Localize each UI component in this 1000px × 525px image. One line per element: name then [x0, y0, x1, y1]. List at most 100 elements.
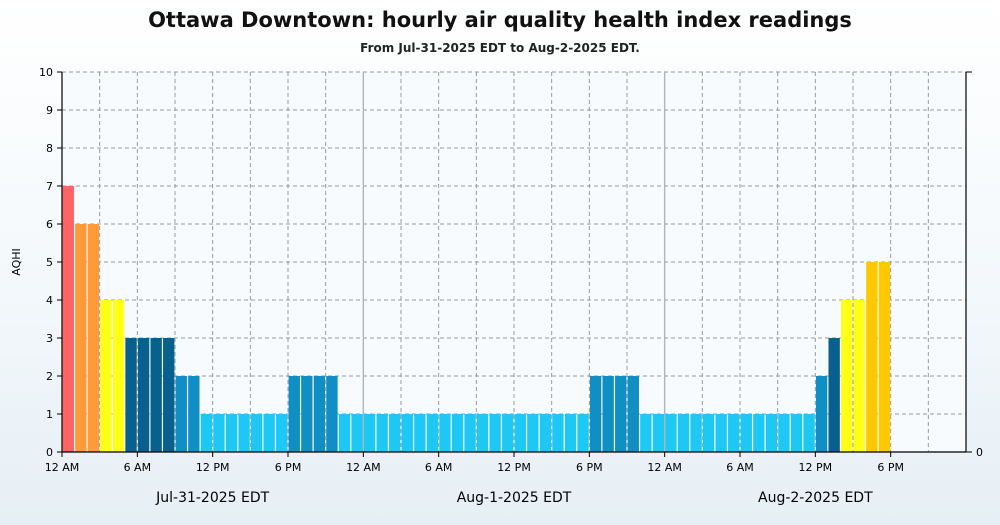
aqhi-bar	[213, 414, 225, 452]
aqhi-bar	[112, 300, 125, 452]
aqhi-bar	[702, 414, 715, 452]
aqhi-bar	[288, 376, 300, 452]
x-tick-label: 12 PM	[799, 461, 833, 474]
aqhi-bar	[301, 376, 313, 452]
x-tick-label: 6 PM	[877, 461, 904, 474]
aqhi-bar	[75, 224, 87, 452]
aqhi-bar	[564, 414, 577, 452]
aqhi-bar	[426, 414, 439, 452]
aqhi-bar	[326, 376, 338, 452]
bars	[62, 186, 891, 452]
x-tick-label: 6 AM	[124, 461, 152, 474]
aqhi-bar	[815, 376, 828, 452]
axes	[57, 71, 972, 457]
aqhi-bar	[100, 300, 112, 452]
aqhi-bar	[338, 414, 351, 452]
aqhi-bar	[677, 414, 690, 452]
aqhi-bar	[313, 376, 326, 452]
aqhi-bar	[376, 414, 388, 452]
aqhi-bar	[539, 414, 552, 452]
aqhi-bar	[401, 414, 413, 452]
aqhi-bar	[552, 414, 564, 452]
aqhi-bar	[640, 414, 652, 452]
x-tick-label: 6 PM	[275, 461, 302, 474]
x-tick-label: 12 PM	[497, 461, 531, 474]
aqhi-bar	[489, 414, 501, 452]
x-tick-label: 12 AM	[45, 461, 80, 474]
aqhi-bar	[690, 414, 702, 452]
aqhi-bar	[615, 376, 627, 452]
aqhi-bar	[163, 338, 175, 452]
aqhi-bar	[188, 376, 200, 452]
aqhi-bar	[137, 338, 150, 452]
aqhi-bar	[439, 414, 451, 452]
aqhi-bar	[175, 376, 187, 452]
x-tick-label: 12 AM	[647, 461, 682, 474]
aqhi-bar	[715, 414, 727, 452]
aqhi-bar	[728, 414, 740, 452]
aqhi-bar	[502, 414, 514, 452]
chart-subtitle: From Jul-31-2025 EDT to Aug-2-2025 EDT.	[360, 41, 640, 55]
y-tick-label: 1	[46, 408, 53, 421]
x-tick-label: 12 AM	[346, 461, 381, 474]
aqhi-bar	[853, 300, 865, 452]
aqhi-bar	[250, 414, 263, 452]
x-tick-label: 12 PM	[196, 461, 230, 474]
aqhi-bar	[464, 414, 476, 452]
aqhi-bar	[778, 414, 790, 452]
aqhi-bar	[351, 414, 363, 452]
aqhi-bar	[363, 414, 376, 452]
aqhi-bar	[125, 338, 137, 452]
date-label: Aug-1-2025 EDT	[457, 490, 572, 506]
aqhi-bar	[753, 414, 765, 452]
y-tick-label: 9	[46, 104, 53, 117]
y-tick-label: 8	[46, 142, 53, 155]
aqhi-bar	[878, 262, 891, 452]
aqhi-bar	[652, 414, 665, 452]
x-tick-label: 6 AM	[425, 461, 453, 474]
y-tick-label: 0	[46, 446, 53, 459]
date-label: Aug-2-2025 EDT	[758, 490, 873, 506]
x-tick-label: 6 PM	[576, 461, 603, 474]
aqhi-bar	[238, 414, 250, 452]
aqhi-bar	[514, 414, 526, 452]
y-tick-label: 5	[46, 256, 53, 269]
y-tick-label: 4	[46, 294, 53, 307]
aqhi-bar	[627, 376, 639, 452]
aqhi-bar	[276, 414, 288, 452]
aqhi-bar	[866, 262, 878, 452]
aqhi-bar	[389, 414, 401, 452]
right-tick-label: 0	[976, 446, 983, 459]
aqhi-bar	[476, 414, 489, 452]
aqhi-bar	[665, 414, 677, 452]
aqhi-bar	[200, 414, 213, 452]
date-label: Jul-31-2025 EDT	[155, 490, 270, 506]
y-axis-label: AQHI	[10, 248, 23, 276]
aqhi-bar	[150, 338, 162, 452]
y-tick-label: 10	[39, 66, 53, 79]
aqhi-bar	[589, 376, 602, 452]
aqhi-bar	[740, 414, 752, 452]
y-tick-label: 2	[46, 370, 53, 383]
aqhi-bar	[828, 338, 840, 452]
aqhi-bar	[765, 414, 778, 452]
x-tick-label: 6 AM	[726, 461, 754, 474]
aqhi-bar	[87, 224, 100, 452]
aqhi-bar	[803, 414, 815, 452]
y-tick-label: 6	[46, 218, 53, 231]
y-tick-label: 7	[46, 180, 53, 193]
y-tick-label: 3	[46, 332, 53, 345]
aqhi-bar	[414, 414, 426, 452]
chart-title: Ottawa Downtown: hourly air quality heal…	[148, 8, 852, 32]
aqhi-bar	[451, 414, 464, 452]
aqhi-bar	[577, 414, 589, 452]
grid-lines	[62, 71, 966, 452]
aqhi-bar	[790, 414, 803, 452]
aqhi-bar	[602, 376, 614, 452]
aqhi-bar	[841, 300, 853, 452]
aqhi-bar	[62, 186, 74, 452]
axis-labels: 0 1 2 3 4 5 6 7 8 9 10 0 12 AM 6 AM 12 PM 6 PM 12 AM 6 AM…	[39, 66, 983, 506]
aqhi-bar	[263, 414, 275, 452]
aqhi-bar	[527, 414, 539, 452]
